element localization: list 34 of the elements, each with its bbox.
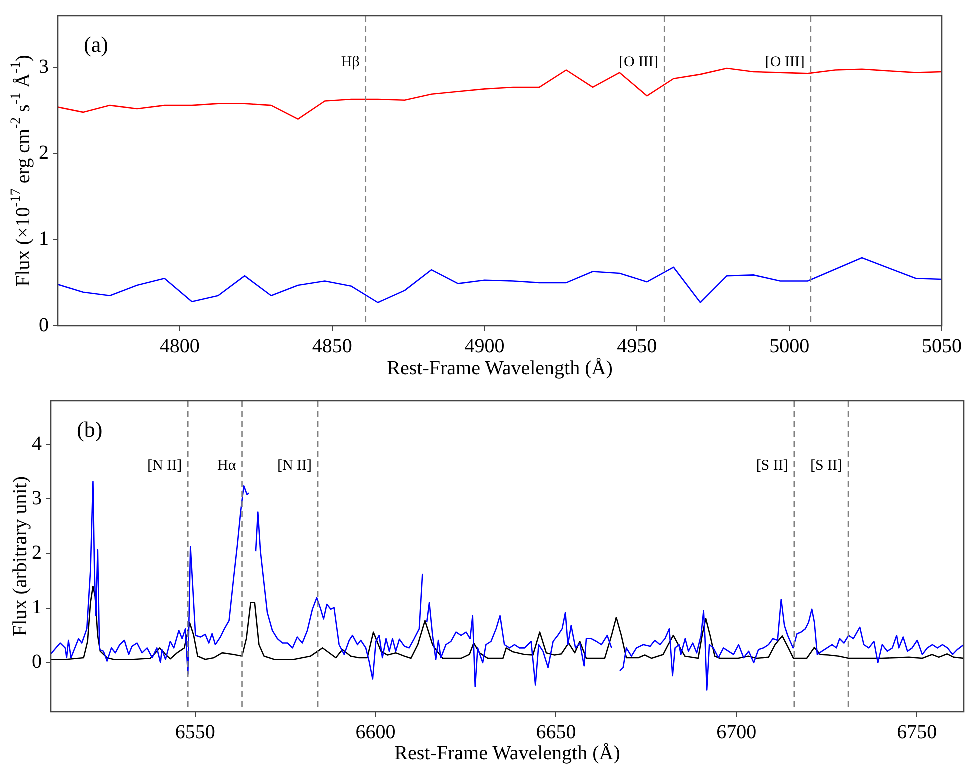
x-tick-label: 6700 xyxy=(716,721,757,744)
x-tick-label: 5000 xyxy=(770,335,810,358)
ref-line-label: [S II] xyxy=(810,458,843,474)
annotation: (a) xyxy=(84,32,108,57)
x-tick-label: 4950 xyxy=(617,335,658,358)
y-tick-label: 0 xyxy=(32,651,42,674)
ref-line-label: [S II] xyxy=(756,458,788,474)
x-tick-label: 4900 xyxy=(464,335,505,358)
ref-line-label: [N II] xyxy=(277,458,312,474)
x-axis-title: Rest-Frame Wavelength (Å) xyxy=(387,357,613,380)
ref-line-label: [N II] xyxy=(148,458,182,474)
ref-line-label: [O III] xyxy=(619,54,659,70)
y-tick-label: 1 xyxy=(39,228,49,250)
y-axis-title: Flux (arbitrary unit) xyxy=(9,476,32,636)
y-tick-label: 2 xyxy=(39,142,49,164)
y-tick-label: 3 xyxy=(39,56,49,78)
y-tick-label: 0 xyxy=(39,314,49,336)
x-axis-title: Rest-Frame Wavelength (Å) xyxy=(394,742,620,764)
x-tick-label: 6750 xyxy=(897,721,938,744)
y-tick-label: 1 xyxy=(32,596,42,619)
x-tick-label: 4850 xyxy=(312,335,352,358)
ref-line-label: [O III] xyxy=(765,54,805,70)
annotation: (b) xyxy=(77,416,103,442)
ref-line-label: Hβ xyxy=(341,54,360,70)
x-tick-label: 6650 xyxy=(536,721,576,744)
x-tick-label: 5050 xyxy=(922,335,962,358)
x-tick-label: 4800 xyxy=(160,335,200,358)
ref-line-label: Hα xyxy=(218,458,236,474)
x-tick-label: 6550 xyxy=(175,721,216,744)
y-tick-label: 3 xyxy=(32,487,42,510)
text: Flux (×10-17 erg cm-2 s-1 Å-1) xyxy=(9,55,34,287)
x-tick-label: 6600 xyxy=(356,721,396,744)
y-tick-label: 4 xyxy=(32,432,42,455)
y-tick-label: 2 xyxy=(32,542,42,564)
